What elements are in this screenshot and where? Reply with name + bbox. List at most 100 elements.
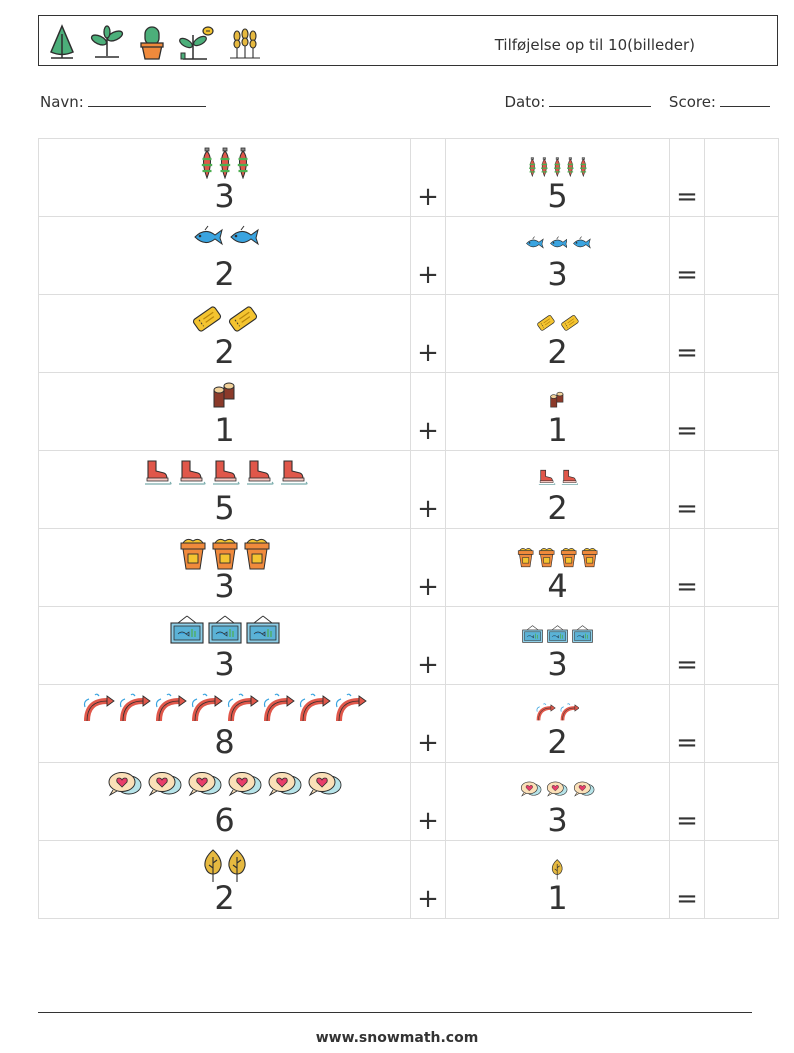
answer-cell[interactable] [704,294,779,373]
plus-cell: + [410,528,446,607]
left-number: 6 [214,801,235,839]
left-pictures [39,303,410,339]
left-operand-cell: 2 [38,294,411,373]
footer-divider [38,1012,752,1013]
right-number: 3 [547,801,568,839]
right-pictures [446,157,669,181]
right-pictures [446,235,669,254]
equals-sign: = [676,260,698,290]
ornament-icon [566,157,575,181]
footer-url: www.snowmath.com [315,1030,479,1046]
problem-row: 5 + 2 = [38,450,779,529]
answer-cell[interactable] [704,528,779,607]
rainbow-icon [83,693,115,727]
right-pictures [446,859,669,884]
rainbow-icon [560,703,580,726]
autumn-tree-icon [203,849,223,887]
plus-cell: + [410,840,446,919]
ornament-icon [540,157,549,181]
left-number: 3 [214,567,235,605]
heart-bubble-icon [546,781,568,801]
fish-icon [548,235,568,254]
problem-row: 1 + 1 = [38,372,779,451]
left-pictures [39,147,410,183]
date-label: Dato: [504,93,546,111]
right-number: 2 [547,333,568,371]
ice-skate-icon [142,459,172,491]
answer-cell[interactable] [704,450,779,529]
aquarium-icon [547,625,568,648]
right-number: 2 [547,723,568,761]
problem-row: 6 + 3 = [38,762,779,841]
left-pictures [39,537,410,575]
left-number: 3 [214,177,235,215]
plus-cell: + [410,294,446,373]
left-operand-cell: 2 [38,216,411,295]
left-pictures [39,615,410,649]
header-icons [47,22,263,62]
answer-cell[interactable] [704,606,779,685]
name-line[interactable] [87,94,206,107]
left-operand-cell: 3 [38,138,411,217]
sand-bucket-icon [538,547,555,572]
left-operand-cell: 3 [38,606,411,685]
answer-cell[interactable] [704,216,779,295]
equals-sign: = [676,182,698,212]
right-pictures [446,547,669,572]
equals-cell: = [669,684,705,763]
right-number: 4 [547,567,568,605]
problem-row: 2 + 1 = [38,840,779,919]
fish-icon [227,225,259,251]
rainbow-icon [299,693,331,727]
right-pictures [446,703,669,726]
right-number: 3 [547,255,568,293]
answer-cell[interactable] [704,762,779,841]
right-operand-cell: 2 [445,684,670,763]
heart-bubble-icon [267,771,303,801]
problem-row: 8 + 2 = [38,684,779,763]
left-pictures [39,693,410,727]
plant-bee-icon [179,26,214,60]
ornament-icon [218,147,232,183]
ticket-icon [227,303,259,339]
left-operand-cell: 5 [38,450,411,529]
date-line[interactable] [549,94,652,107]
answer-cell[interactable] [704,840,779,919]
left-pictures [39,459,410,491]
plus-sign: + [417,650,439,680]
right-number: 5 [547,177,568,215]
heart-bubble-icon [307,771,343,801]
score-label: Score: [668,93,716,111]
ice-skate-icon [537,469,556,490]
equals-sign: = [676,416,698,446]
plus-cell: + [410,216,446,295]
plus-sign: + [417,806,439,836]
answer-cell[interactable] [704,138,779,217]
rainbow-icon [227,693,259,727]
ice-skate-icon [560,469,579,490]
sprout-icon [90,25,124,58]
info-fields: Navn: Dato: Score: [38,93,770,113]
plus-cell: + [410,450,446,529]
equals-sign: = [676,806,698,836]
answer-cell[interactable] [704,372,779,451]
left-pictures [39,849,410,887]
right-number: 1 [547,411,568,449]
ice-skate-icon [244,459,274,491]
left-operand-cell: 6 [38,762,411,841]
right-operand-cell: 2 [445,294,670,373]
score-line[interactable] [720,94,770,107]
sand-bucket-icon [179,537,207,575]
name-label: Navn: [40,93,84,111]
ornament-icon [579,157,588,181]
fish-icon [571,235,592,254]
left-operand-cell: 3 [38,528,411,607]
answer-cell[interactable] [704,684,779,763]
right-number: 3 [547,645,568,683]
fish-icon [524,235,544,254]
ornament-icon [236,147,250,183]
ice-skate-icon [176,459,206,491]
right-operand-cell: 2 [445,450,670,529]
name-field[interactable]: Navn: [40,93,206,111]
problem-row: 2 + 3 = [38,216,779,295]
